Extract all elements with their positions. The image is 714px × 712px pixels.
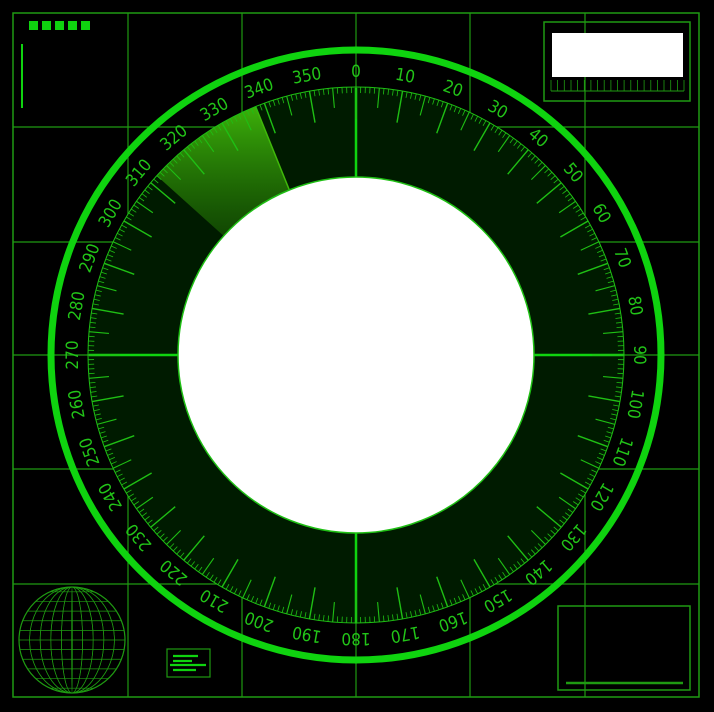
degree-label: 290 (76, 241, 105, 275)
wireframe-globe-icon (18, 586, 126, 694)
top-right-ruler (550, 80, 685, 92)
outer-ring (47, 46, 665, 664)
degree-label: 20 (440, 76, 465, 101)
degree-label: 260 (65, 388, 90, 420)
degree-label: 80 (623, 295, 646, 318)
degree-label: 170 (389, 621, 421, 646)
status-indicator-blocks (29, 21, 90, 30)
degree-label: 60 (588, 200, 615, 227)
degree-label: 180 (341, 628, 370, 648)
degree-label: 340 (242, 75, 276, 104)
degree-label: 250 (76, 435, 105, 469)
degree-label: 40 (524, 124, 552, 152)
top-right-screen (552, 33, 683, 77)
degree-label: 280 (65, 290, 90, 322)
bottom-right-panel (557, 605, 691, 691)
scale-inner-edge (87, 86, 625, 624)
top-right-panel (543, 21, 691, 102)
degree-label: 0 (351, 62, 361, 82)
status-block (42, 21, 51, 30)
degree-label: 100 (622, 388, 647, 420)
degree-label: 50 (559, 159, 587, 187)
status-block (68, 21, 77, 30)
degree-label: 10 (394, 65, 417, 88)
degree-label: 90 (629, 345, 649, 364)
degree-label: 270 (63, 340, 83, 369)
degree-label: 110 (608, 435, 637, 469)
degree-label: 30 (484, 96, 511, 123)
center-display (177, 176, 535, 534)
degree-label: 70 (609, 246, 634, 271)
status-block (55, 21, 64, 30)
degree-label: 350 (291, 64, 323, 89)
degree-label: 200 (242, 607, 276, 636)
degree-label: 190 (291, 621, 323, 646)
degree-label: 160 (436, 607, 470, 636)
degree-ticks (88, 87, 624, 623)
status-block (29, 21, 38, 30)
list-icon (166, 648, 211, 678)
status-block (81, 21, 90, 30)
